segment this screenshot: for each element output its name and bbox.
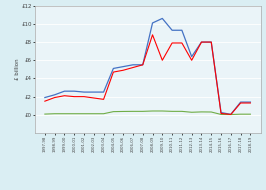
Scotland - geographical share — [43, 100, 47, 102]
Scotland - geographical share — [82, 96, 86, 98]
Y-axis label: £ billion: £ billion — [15, 59, 20, 80]
UK — [53, 94, 56, 96]
Scotland - geographical share — [210, 41, 213, 43]
Scotland - population share — [161, 110, 164, 112]
Scotland - geographical share — [53, 96, 56, 99]
UK — [92, 91, 95, 93]
UK — [171, 29, 174, 31]
Scotland - population share — [229, 113, 232, 116]
UK — [190, 55, 193, 58]
Scotland - geographical share — [151, 34, 154, 36]
Scotland - geographical share — [63, 95, 66, 97]
Scotland - population share — [171, 110, 174, 112]
Scotland - geographical share — [92, 97, 95, 99]
UK — [180, 29, 184, 31]
UK — [63, 90, 66, 92]
UK — [151, 22, 154, 24]
UK — [249, 101, 252, 103]
Line: Scotland - population share: Scotland - population share — [45, 111, 250, 115]
Scotland - geographical share — [219, 112, 223, 115]
UK — [82, 91, 86, 93]
UK — [131, 64, 135, 66]
UK — [239, 101, 242, 103]
Scotland - geographical share — [190, 59, 193, 61]
Scotland - population share — [219, 113, 223, 116]
Scotland - population share — [239, 113, 242, 115]
Scotland - population share — [249, 113, 252, 115]
UK — [112, 67, 115, 70]
Scotland - population share — [92, 113, 95, 115]
Scotland - geographical share — [73, 96, 76, 98]
Scotland - population share — [82, 113, 86, 115]
UK — [200, 41, 203, 43]
Scotland - population share — [200, 111, 203, 113]
Scotland - population share — [112, 111, 115, 113]
Scotland - geographical share — [161, 59, 164, 61]
Scotland - geographical share — [131, 66, 135, 69]
Line: UK: UK — [45, 18, 250, 114]
Scotland - geographical share — [249, 102, 252, 104]
UK — [73, 90, 76, 92]
Scotland - population share — [210, 111, 213, 113]
Scotland - geographical share — [102, 98, 105, 101]
Scotland - population share — [131, 110, 135, 112]
Scotland - geographical share — [112, 71, 115, 73]
Scotland - geographical share — [122, 69, 125, 71]
UK — [102, 91, 105, 93]
Scotland - population share — [141, 110, 144, 112]
Scotland - population share — [63, 113, 66, 115]
Line: Scotland - geographical share: Scotland - geographical share — [45, 35, 250, 114]
Scotland - population share — [122, 110, 125, 113]
Scotland - geographical share — [239, 102, 242, 104]
UK — [219, 111, 223, 114]
Scotland - population share — [73, 113, 76, 115]
Scotland - population share — [53, 113, 56, 115]
UK — [141, 64, 144, 66]
Scotland - geographical share — [171, 42, 174, 44]
UK — [229, 113, 232, 116]
UK — [43, 96, 47, 99]
Scotland - geographical share — [141, 64, 144, 66]
Scotland - geographical share — [200, 41, 203, 43]
Scotland - population share — [43, 113, 47, 115]
UK — [122, 66, 125, 68]
Scotland - population share — [180, 110, 184, 112]
Scotland - geographical share — [229, 113, 232, 116]
Scotland - population share — [151, 110, 154, 112]
Scotland - population share — [190, 111, 193, 113]
UK — [210, 41, 213, 43]
Scotland - population share — [102, 113, 105, 115]
Scotland - geographical share — [180, 42, 184, 44]
UK — [161, 17, 164, 20]
